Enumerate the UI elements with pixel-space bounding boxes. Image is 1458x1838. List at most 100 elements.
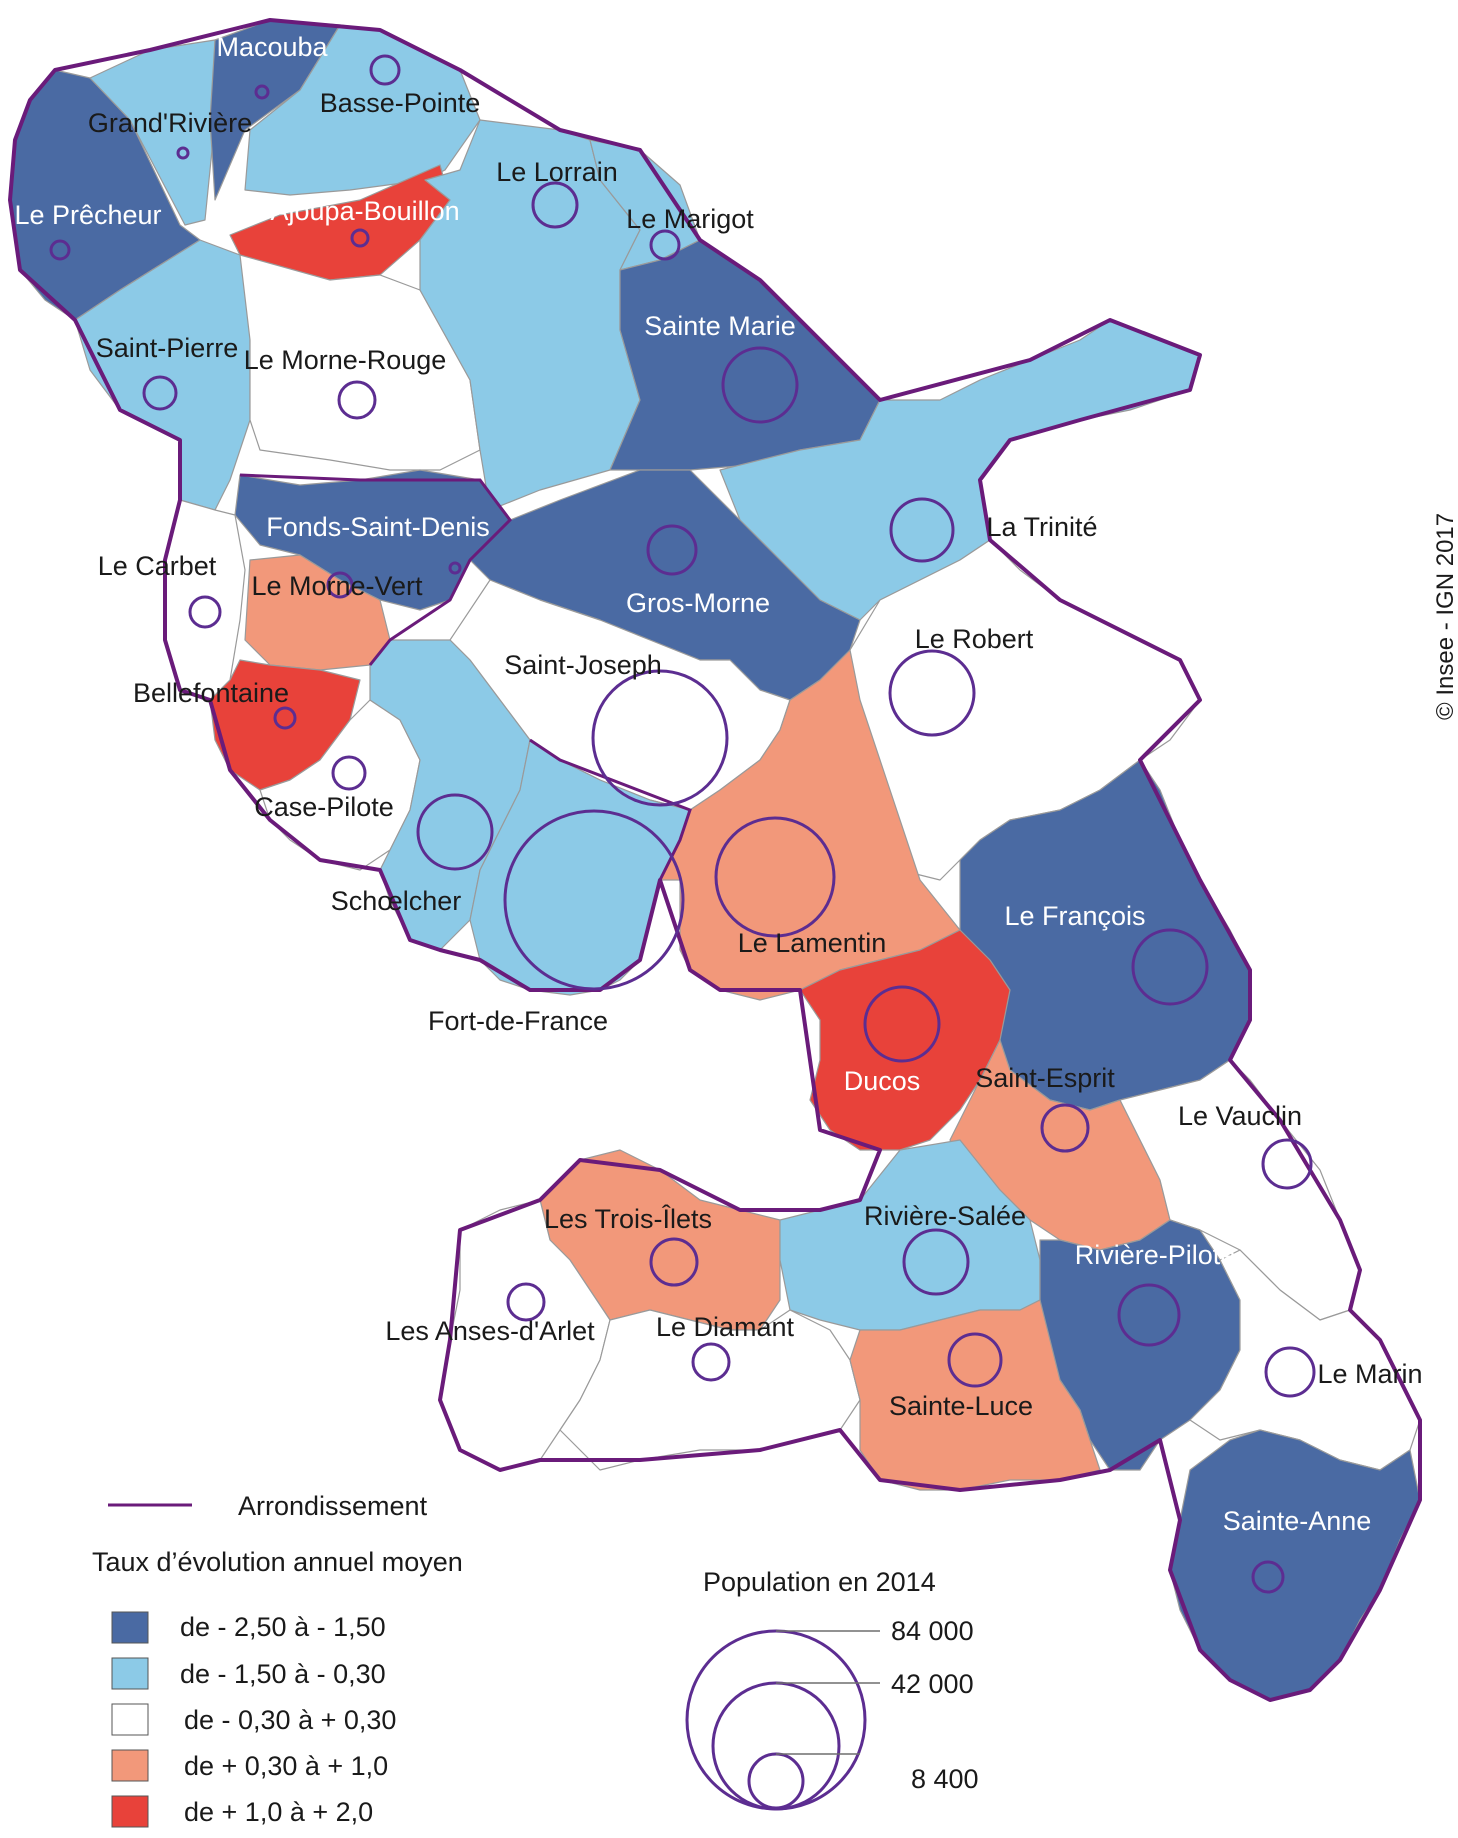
legend-class-3-label: de - 0,30 à + 0,30: [184, 1705, 396, 1735]
bubble-le-precheur: [49, 239, 71, 261]
legend-population-8400: 8 400: [911, 1764, 979, 1794]
label-macouba: Macouba: [216, 32, 328, 62]
bubble-le-marigot: [649, 229, 681, 261]
bubble-le-carbet: [188, 595, 222, 629]
legend-bubble-84000: [685, 1629, 867, 1811]
bubble-grand-riviere: [176, 146, 190, 160]
label-sainte-anne: Sainte-Anne: [1223, 1506, 1372, 1536]
legend: Arrondissement Taux d’évolution annuel m…: [92, 1491, 979, 1828]
label-sainte-marie: Sainte Marie: [644, 311, 796, 341]
legend-swatch-4: [111, 1749, 149, 1782]
arrondissement-line-center: [529, 738, 692, 881]
bubble-basse-pointe: [369, 54, 401, 86]
commune-labels: Macouba Grand'Rivière Basse-Pointe Le Pr…: [14, 32, 1422, 1536]
bubble-la-trinite: [889, 497, 955, 563]
legend-class-4-label: de + 0,30 à + 1,0: [184, 1751, 388, 1781]
label-schoelcher: Schœlcher: [331, 886, 462, 916]
label-le-diamant: Le Diamant: [656, 1312, 795, 1342]
legend-population-title: Population en 2014: [703, 1567, 936, 1597]
bubble-fonds-saint-denis: [448, 561, 462, 575]
bubble-saint-esprit: [1040, 1103, 1090, 1153]
commune-sainte-marie: [609, 239, 881, 471]
bubble-les-trois-ilets: [649, 1237, 699, 1287]
label-le-marigot: Le Marigot: [626, 204, 754, 234]
bubble-schoelcher: [416, 793, 494, 871]
label-la-trinite: La Trinité: [986, 512, 1097, 542]
bubble-ducos: [863, 985, 941, 1063]
commune-ducos: [799, 929, 1011, 1151]
label-le-robert: Le Robert: [915, 624, 1034, 654]
bubble-fort-de-france: [503, 809, 685, 991]
label-le-lorrain: Le Lorrain: [496, 157, 618, 187]
label-le-precheur: Le Prêcheur: [14, 200, 161, 230]
bubble-saint-joseph: [591, 669, 729, 807]
label-ajoupa-bouillon: L'Ajoupa-Bouillon: [250, 196, 459, 226]
bubble-ajoupa-bouillon: [350, 228, 370, 248]
label-saint-pierre: Saint-Pierre: [96, 333, 239, 363]
label-le-lamentin: Le Lamentin: [738, 928, 887, 958]
commune-fort-de-france: [469, 739, 691, 996]
legend-swatch-2: [111, 1657, 149, 1690]
bubble-le-vauclin: [1261, 1138, 1313, 1190]
legend-swatch-1: [111, 1611, 149, 1644]
bubble-sainte-marie: [721, 346, 799, 424]
bubble-case-pilote: [331, 755, 367, 791]
commune-le-morne-rouge: [239, 254, 481, 471]
bubble-macouba: [254, 84, 270, 100]
label-gros-morne: Gros-Morne: [626, 588, 770, 618]
commune-le-carbet: [164, 499, 246, 701]
legend-population-42000: 42 000: [891, 1669, 974, 1699]
bubble-le-francois: [1131, 928, 1209, 1006]
label-fort-de-france: Fort-de-France: [428, 1006, 608, 1036]
label-le-vauclin: Le Vauclin: [1178, 1101, 1302, 1131]
legend-bubble-42000: [711, 1681, 841, 1811]
copyright-text: © Insee - IGN 2017: [1432, 513, 1458, 720]
label-sainte-luce: Sainte-Luce: [889, 1391, 1033, 1421]
label-les-trois-ilets: Les Trois-Îlets: [544, 1203, 712, 1234]
label-le-francois: Le François: [1004, 901, 1145, 931]
legend-class-2-label: de - 1,50 à - 0,30: [180, 1659, 386, 1689]
label-le-morne-vert: Le Morne-Vert: [251, 571, 423, 601]
bubble-le-marin: [1264, 1346, 1316, 1398]
legend-class-1-label: de - 2,50 à - 1,50: [180, 1612, 386, 1642]
label-saint-esprit: Saint-Esprit: [975, 1063, 1115, 1093]
label-les-anses-d-arlet: Les Anses-d'Arlet: [385, 1316, 595, 1346]
bubble-sainte-luce: [947, 1332, 1003, 1388]
label-le-marin: Le Marin: [1317, 1359, 1422, 1389]
bubble-le-diamant: [691, 1342, 731, 1382]
label-le-carbet: Le Carbet: [98, 551, 217, 581]
label-bellefontaine: Bellefontaine: [133, 678, 289, 708]
label-ducos: Ducos: [844, 1066, 921, 1096]
legend-class-5-label: de + 1,0 à + 2,0: [184, 1797, 373, 1827]
bubble-le-lamentin: [714, 816, 836, 938]
bubble-riviere-pilote: [1117, 1283, 1181, 1347]
bubble-sainte-anne: [1251, 1560, 1285, 1594]
bubble-le-morne-vert: [326, 571, 354, 599]
population-bubbles: [49, 54, 1316, 1594]
bubble-bellefontaine: [273, 706, 297, 730]
island-coastline: [8, 18, 1422, 1702]
legend-population-84000: 84 000: [891, 1616, 974, 1646]
label-riviere-salee: Rivière-Salée: [864, 1201, 1026, 1231]
bubble-le-robert: [888, 649, 976, 737]
commune-areas: [9, 19, 1421, 1701]
label-fonds-saint-denis: Fonds-Saint-Denis: [266, 512, 490, 542]
legend-arrondissement-label: Arrondissement: [238, 1491, 428, 1521]
arrondissement-line-north: [239, 473, 512, 666]
label-le-morne-rouge: Le Morne-Rouge: [244, 345, 447, 375]
legend-swatch-5: [111, 1795, 149, 1828]
bubble-saint-pierre: [142, 375, 178, 411]
bubble-le-lorrain: [531, 181, 579, 229]
bubble-gros-morne: [646, 524, 698, 576]
label-case-pilote: Case-Pilote: [254, 792, 394, 822]
label-riviere-pilote: Rivière-Pilote: [1075, 1240, 1236, 1270]
label-saint-joseph: Saint-Joseph: [504, 650, 662, 680]
arrondissement-boundaries: [8, 18, 1422, 1702]
label-grand-riviere: Grand'Rivière: [88, 108, 252, 138]
label-basse-pointe: Basse-Pointe: [320, 88, 481, 118]
legend-swatch-3: [111, 1703, 149, 1736]
legend-bubble-8400: [747, 1752, 805, 1810]
bubble-le-morne-rouge: [337, 380, 377, 420]
bubble-riviere-salee: [902, 1228, 970, 1296]
